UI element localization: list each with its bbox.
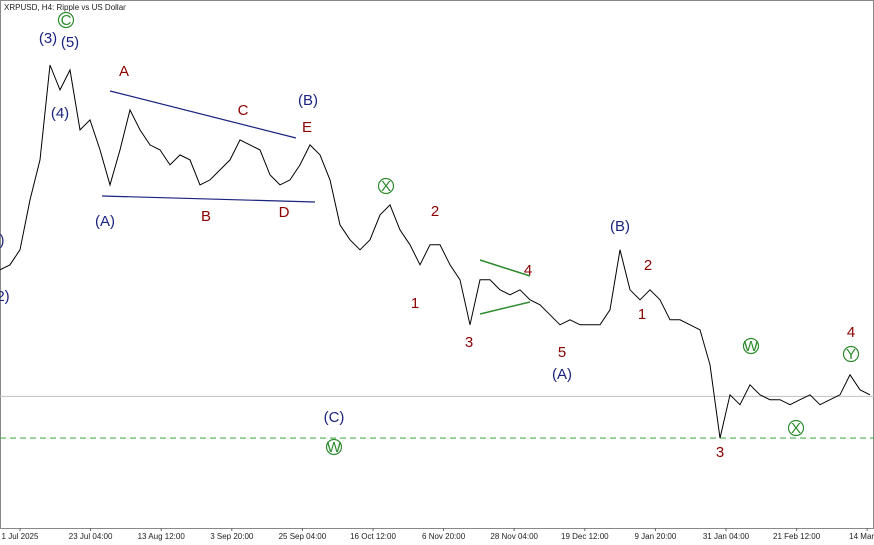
wave-label: (B) [610,218,630,235]
x-tick-label: 3 Sep 20:00 [210,532,254,541]
wave-label: C [61,12,72,29]
wave-label: D [279,204,290,221]
wave-label: X [381,178,391,195]
x-tick-label: 31 Jan 04:00 [703,532,750,541]
x-tick-label: 25 Sep 04:00 [279,532,327,541]
wave-label: 4 [847,324,855,341]
x-tick-label: 14 Mar 20 [849,532,874,541]
wave-label: 2 [644,257,652,274]
wave-label: Y [846,346,856,363]
wave-label: W [327,439,342,456]
wave-label: (5) [61,34,79,51]
label-circle [842,345,860,363]
wave-label: (4) [51,105,69,122]
x-tick-label: 23 Jul 04:00 [69,532,113,541]
label-circle [57,11,75,29]
wave-label: ) [0,232,5,249]
x-tick-label: 9 Jan 20:00 [634,532,676,541]
wave-label: (A) [552,366,572,383]
chart-title: XRPUSD, H4: Ripple vs US Dollar [4,3,126,12]
trend-line [101,195,316,203]
wave-label: X [791,420,801,437]
wave-label: 5 [558,344,566,361]
wave-label: E [302,119,312,136]
wave-label: 3 [465,334,473,351]
wave-label: W [744,338,759,355]
x-tick-label: 6 Nov 20:00 [422,532,466,541]
wave-label: 1 [638,306,646,323]
trend-line [479,259,531,277]
x-tick-label: 28 Nov 04:00 [490,532,538,541]
trend-line [479,301,531,315]
x-tick-label: 21 Feb 12:00 [773,532,821,541]
trend-line [109,90,297,139]
x-tick-label: 16 Oct 12:00 [350,532,396,541]
wave-label: 2) [0,288,10,305]
price-line [0,64,871,439]
x-tick-label: 19 Dec 12:00 [561,532,609,541]
wave-label: 3 [716,444,724,461]
wave-label: (B) [298,92,318,109]
x-tick-label: 13 Aug 12:00 [138,532,186,541]
wave-label: (C) [324,409,345,426]
wave-label: 2 [431,203,439,220]
wave-label: 1 [411,295,419,312]
label-circle [787,419,805,437]
wave-label: C [238,102,249,119]
x-tick-label: 1 Jul 2025 [2,532,39,541]
wave-label: (3) [39,30,57,47]
wave-label: B [201,208,211,225]
trend-lines [101,90,531,315]
plot-frame [0,0,874,529]
wave-label: (A) [95,213,115,230]
label-circle [377,177,395,195]
label-circle [325,438,343,456]
wave-label: 4 [524,262,532,279]
wave-label: A [119,63,129,80]
label-circle [742,337,760,355]
